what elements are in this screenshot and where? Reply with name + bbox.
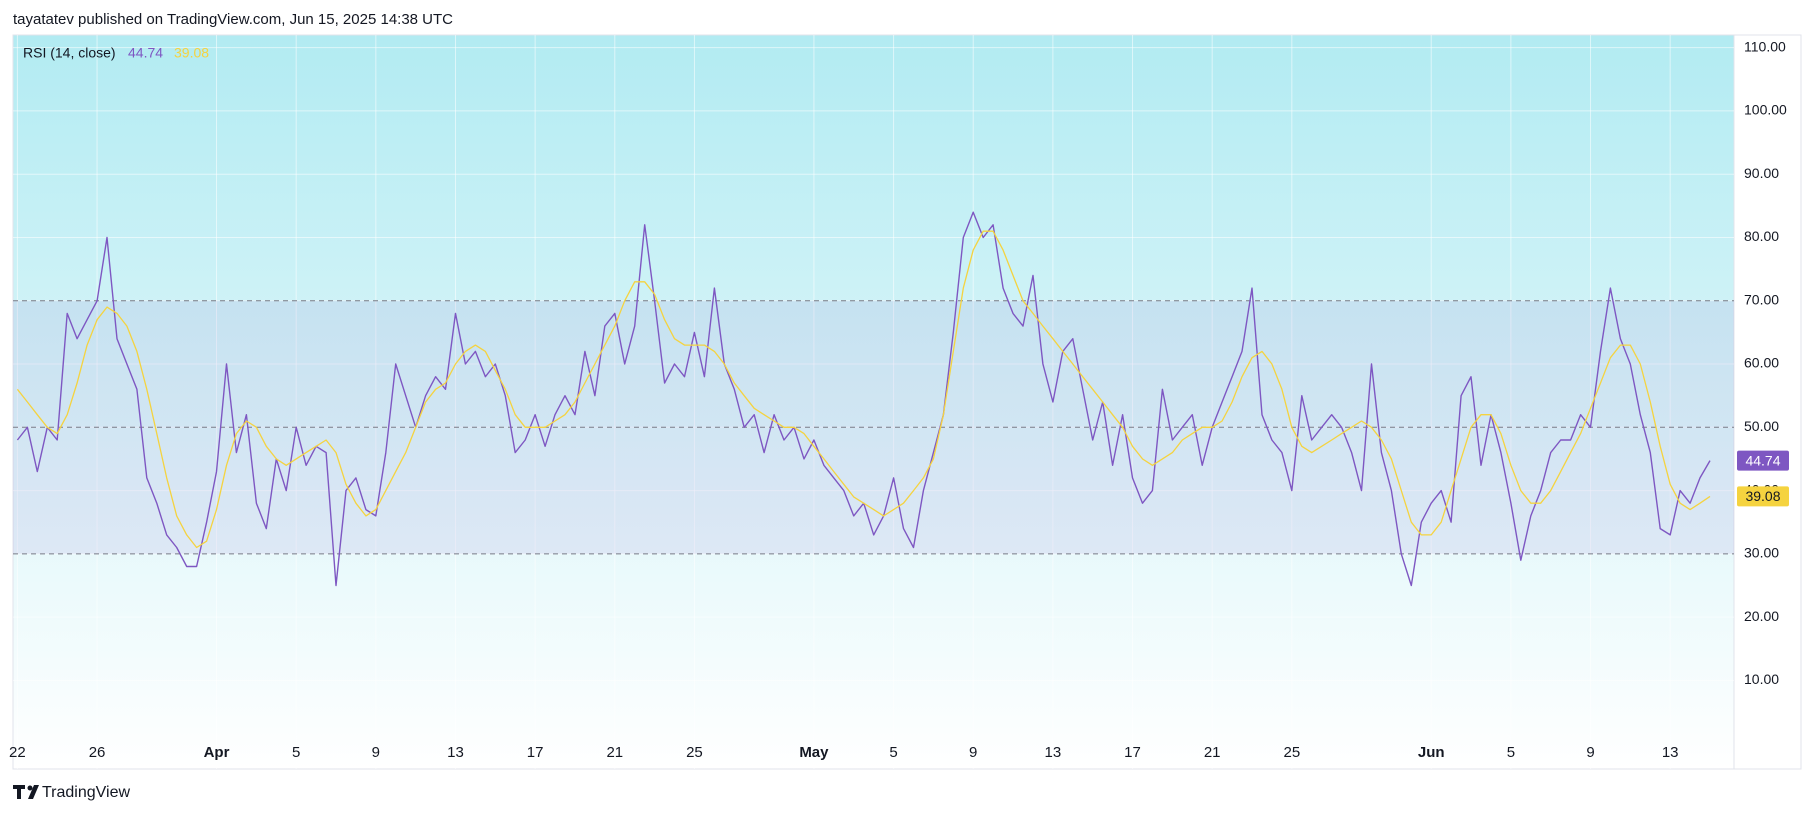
plot-background xyxy=(13,35,1734,769)
x-tick-label: 25 xyxy=(686,744,703,761)
x-tick-label: 9 xyxy=(969,744,977,761)
logo-dot xyxy=(27,785,33,791)
footer-brand: TradingView xyxy=(42,784,130,801)
x-tick-label: 13 xyxy=(447,744,464,761)
last-value-box xyxy=(1737,486,1789,507)
chart-frame xyxy=(12,34,1802,770)
logo-mark xyxy=(13,785,39,799)
y-tick-label: 50.00 xyxy=(1744,418,1779,434)
last-value-box xyxy=(1737,450,1789,471)
x-tick-label: 25 xyxy=(1283,744,1300,761)
x-tick-label: 17 xyxy=(527,744,544,761)
x-tick-label: Apr xyxy=(204,744,230,761)
y-tick-label: 30.00 xyxy=(1744,545,1779,561)
x-tick-label: 9 xyxy=(372,744,380,761)
x-tick-label: 9 xyxy=(1586,744,1594,761)
x-tick-label: 21 xyxy=(606,744,623,761)
y-tick-label: 70.00 xyxy=(1744,291,1779,307)
tradingview-logo xyxy=(13,785,39,799)
y-tick-label: 10.00 xyxy=(1744,671,1779,687)
publish-header: tayatatev published on TradingView.com, … xyxy=(13,11,453,28)
y-tick-label: 80.00 xyxy=(1744,228,1779,244)
legend-value-ma: 39.08 xyxy=(174,45,209,61)
x-tick-label: 22 xyxy=(9,744,26,761)
y-tick-label: 60.00 xyxy=(1744,355,1779,371)
bands-layer xyxy=(13,300,1734,555)
indicator-title: RSI (14, close) xyxy=(23,45,116,61)
x-tick-label: 5 xyxy=(889,744,897,761)
x-tick-label: Jun xyxy=(1418,744,1445,761)
last-value-label: 39.08 xyxy=(1745,488,1780,504)
x-tick-label: 17 xyxy=(1124,744,1141,761)
x-tick-label: 13 xyxy=(1045,744,1062,761)
y-tick-label: 100.00 xyxy=(1744,102,1787,118)
x-tick-label: 5 xyxy=(1507,744,1515,761)
series-line xyxy=(16,230,1711,549)
x-tick-label: 21 xyxy=(1204,744,1221,761)
y-tick-label: 90.00 xyxy=(1744,165,1779,181)
x-tick-label: 13 xyxy=(1662,744,1679,761)
x-tick-label: 5 xyxy=(292,744,300,761)
legend-value-rsi: 44.74 xyxy=(128,45,163,61)
x-tick-label: 26 xyxy=(89,744,106,761)
y-tick-label: 20.00 xyxy=(1744,608,1779,624)
lines-layer xyxy=(16,211,1711,587)
x-tick-label: May xyxy=(799,744,829,761)
labels-layer: 10.0020.0030.0040.0050.0060.0070.0080.00… xyxy=(9,38,1789,761)
last-value-label: 44.74 xyxy=(1745,452,1780,468)
y-tick-label: 110.00 xyxy=(1744,38,1786,54)
